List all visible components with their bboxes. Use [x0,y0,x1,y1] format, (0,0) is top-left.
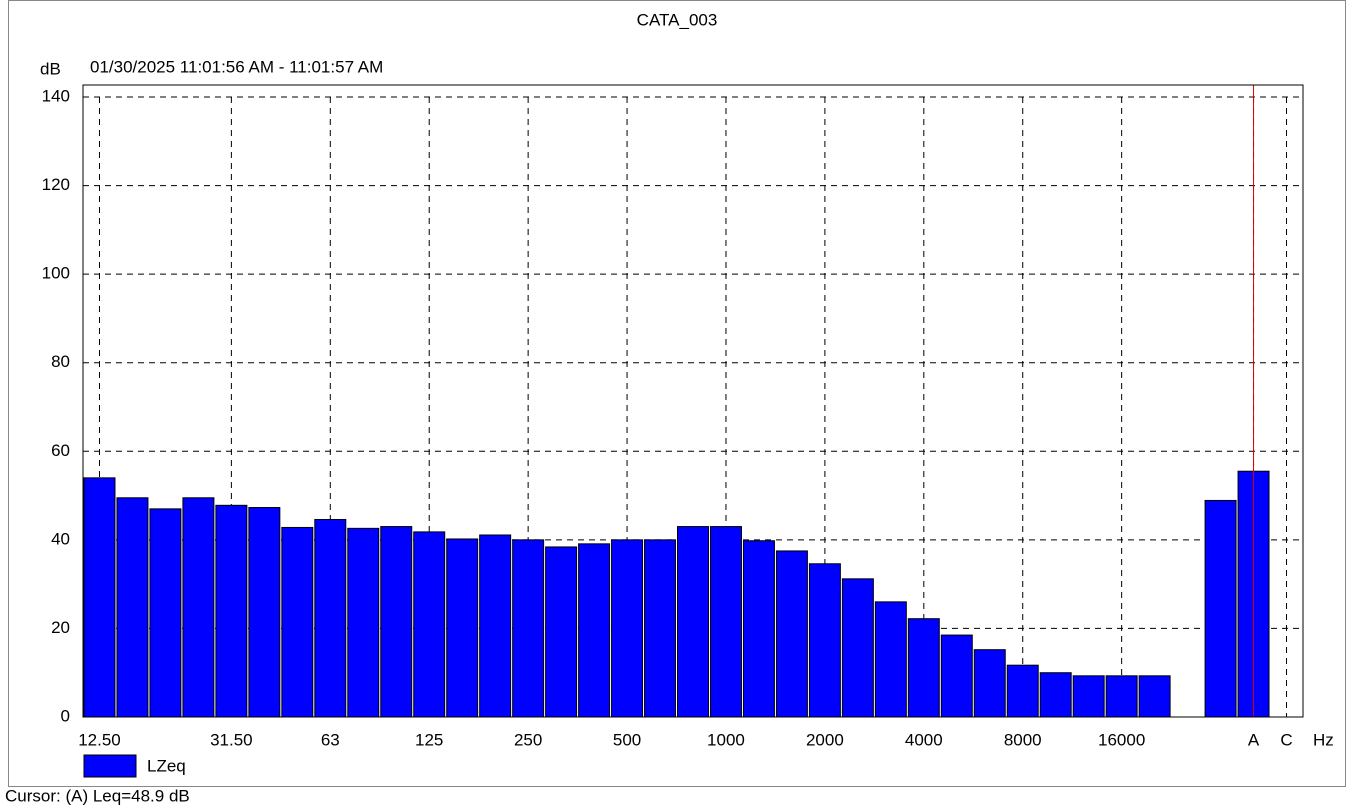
x-tick-label: 12.50 [78,730,121,749]
bar [808,563,841,718]
bar [874,601,907,718]
bar [446,538,479,718]
x-tick-label: 8000 [1004,730,1042,749]
bar [841,578,874,718]
cursor-text: Cursor: (A) Leq=48.9 dB [5,786,190,805]
bar [116,497,149,718]
x-tick-label: 16000 [1098,730,1145,749]
legend-label: LZeq [147,756,186,775]
bar [677,526,709,718]
bar [413,531,446,718]
bar [182,497,215,718]
bar [1138,675,1171,718]
y-tick-label: 80 [51,352,70,371]
chart-title: CATA_003 [637,10,718,29]
bar [578,543,611,718]
bar [611,539,644,718]
x-tick-label: 31.50 [210,730,253,749]
y-tick-label: 60 [51,441,70,460]
y-tick-label: 100 [42,264,70,283]
y-tick-label: 0 [61,706,70,725]
bar [775,550,808,718]
bar [1204,499,1237,718]
y-tick-label: 140 [42,86,70,105]
x-tick-label: 63 [321,730,340,749]
bar [973,649,1006,718]
bar [545,546,578,718]
x-tick-label: 125 [415,730,443,749]
bar [1039,672,1072,718]
bar [281,526,314,718]
x-tick-label: 2000 [806,730,844,749]
x-tick-label: A [1248,730,1260,749]
legend-swatch [83,754,137,778]
x-tick-label: 4000 [905,730,943,749]
x-tick-label: C [1280,730,1292,749]
bar [709,526,742,718]
x-tick-label: 1000 [707,730,745,749]
bar [1105,675,1138,718]
bar [479,534,512,718]
bar [907,618,940,718]
bar [512,539,545,718]
x-tick-label: 500 [613,730,641,749]
bar [83,477,116,718]
bar [149,508,182,718]
y-tick-label: 40 [51,529,70,548]
bar [248,507,281,718]
bar [1006,664,1039,718]
bar [940,634,973,718]
bar [347,527,380,718]
bar [215,504,248,718]
bar [1072,675,1105,718]
y-tick-label: 20 [51,618,70,637]
x-axis-label: Hz [1313,730,1334,749]
y-axis-label: dB [40,59,61,78]
plot-frame [82,84,1304,718]
y-tick-label: 120 [42,175,70,194]
bar [380,526,413,718]
x-tick-label: 250 [514,730,542,749]
bar [644,539,677,718]
bar [314,518,347,718]
chart-subtitle: 01/30/2025 11:01:56 AM - 11:01:57 AM [90,57,383,76]
bar [742,540,775,718]
